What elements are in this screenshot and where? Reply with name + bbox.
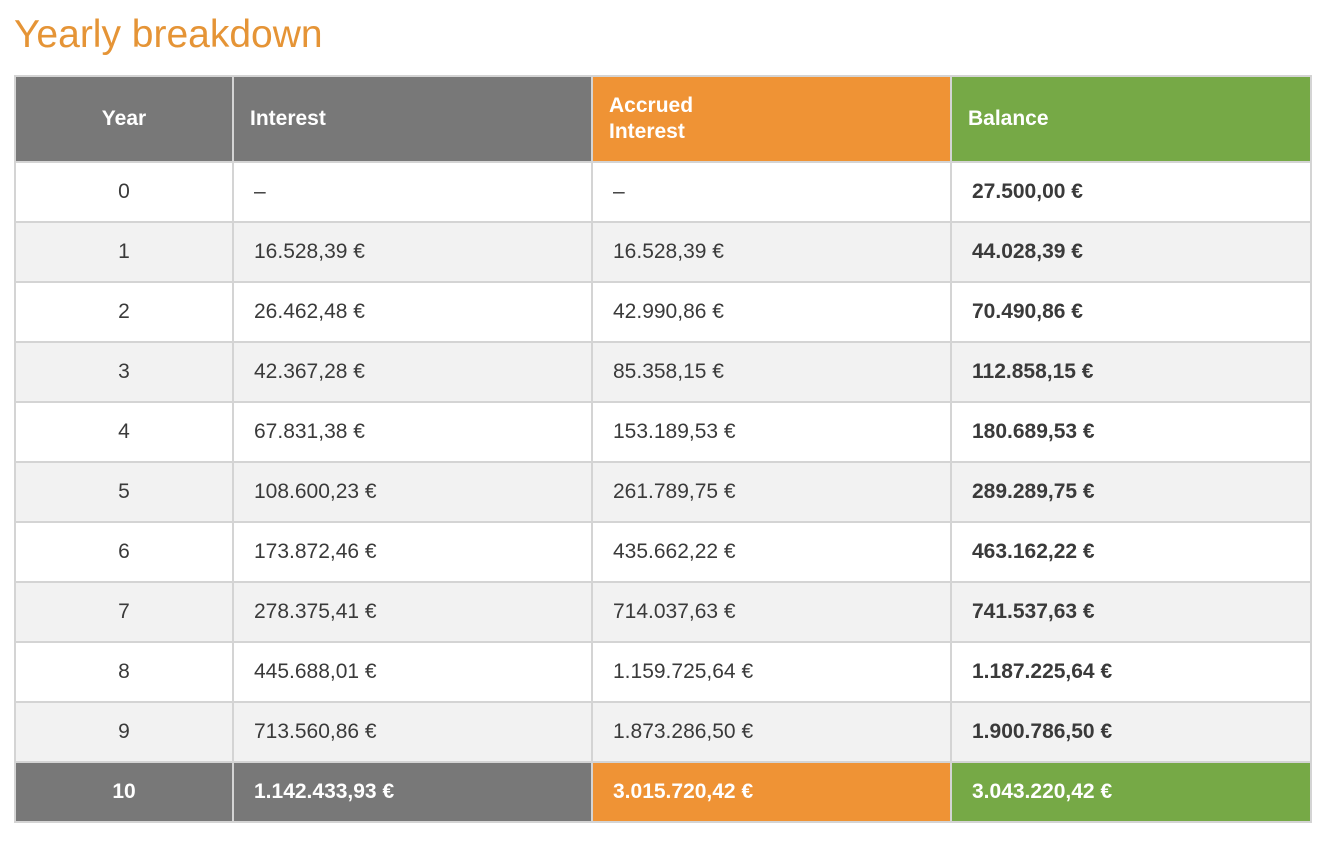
table-header-row: Year Interest Accrued Interest Balance — [14, 75, 1312, 163]
table-row: 8 445.688,01 €1.159.725,64 €1.187.225,64 … — [14, 641, 1312, 703]
table-row: 4 67.831,38 €153.189,53 €180.689,53 € — [14, 401, 1312, 463]
year-cell: 3 — [14, 341, 234, 403]
interest-cell: 445.688,01 € — [232, 641, 593, 703]
year-cell: 6 — [14, 521, 234, 583]
accrued-interest-cell: 261.789,75 € — [591, 461, 952, 523]
accrued-interest-cell: – — [591, 161, 952, 223]
accrued-interest-cell: 85.358,15 € — [591, 341, 952, 403]
balance-cell: 1.900.786,50 € — [950, 701, 1312, 763]
table-row: 9 713.560,86 €1.873.286,50 €1.900.786,50 … — [14, 701, 1312, 763]
accrued-interest-cell: 153.189,53 € — [591, 401, 952, 463]
page-title: Yearly breakdown — [14, 13, 323, 56]
year-cell: 0 — [14, 161, 234, 223]
interest-cell: 278.375,41 € — [232, 581, 593, 643]
yearly-breakdown-table: Year Interest Accrued Interest Balance 0… — [14, 75, 1312, 823]
year-cell: 8 — [14, 641, 234, 703]
accrued-interest-cell: 714.037,63 € — [591, 581, 952, 643]
year-cell: 5 — [14, 461, 234, 523]
year-cell: 4 — [14, 401, 234, 463]
balance-cell: 70.490,86 € — [950, 281, 1312, 343]
header-interest: Interest — [232, 75, 593, 163]
balance-cell: 112.858,15 € — [950, 341, 1312, 403]
header-year: Year — [14, 75, 234, 163]
table-row: 0– –27.500,00 € — [14, 161, 1312, 223]
balance-cell: 180.689,53 € — [950, 401, 1312, 463]
accrued-interest-cell: 42.990,86 € — [591, 281, 952, 343]
accrued-interest-cell: 435.662,22 € — [591, 521, 952, 583]
interest-cell: 26.462,48 € — [232, 281, 593, 343]
header-accrued-interest: Accrued Interest — [591, 75, 952, 163]
interest-cell: 108.600,23 € — [232, 461, 593, 523]
final-year-cell: 10 — [14, 761, 234, 823]
interest-cell: 42.367,28 € — [232, 341, 593, 403]
accrued-interest-cell: 1.873.286,50 € — [591, 701, 952, 763]
year-cell: 9 — [14, 701, 234, 763]
interest-cell: – — [232, 161, 593, 223]
balance-cell: 44.028,39 € — [950, 221, 1312, 283]
header-accrued-label: Accrued Interest — [609, 94, 694, 143]
table-row: 3 42.367,28 €85.358,15 €112.858,15 € — [14, 341, 1312, 403]
table-final-row: 10 1.142.433,93 € 3.015.720,42 € 3.043.2… — [14, 761, 1312, 823]
balance-cell: 463.162,22 € — [950, 521, 1312, 583]
header-balance: Balance — [950, 75, 1312, 163]
accrued-interest-cell: 16.528,39 € — [591, 221, 952, 283]
final-interest-cell: 1.142.433,93 € — [232, 761, 593, 823]
year-cell: 2 — [14, 281, 234, 343]
table-body: 0– –27.500,00 €1 16.528,39 €16.528,39 €44.… — [14, 161, 1312, 763]
table-row: 1 16.528,39 €16.528,39 €44.028,39 € — [14, 221, 1312, 283]
accrued-interest-cell: 1.159.725,64 € — [591, 641, 952, 703]
interest-cell: 16.528,39 € — [232, 221, 593, 283]
balance-cell: 1.187.225,64 € — [950, 641, 1312, 703]
table-row: 6 173.872,46 €435.662,22 €463.162,22 € — [14, 521, 1312, 583]
table-row: 7 278.375,41 €714.037,63 €741.537,63 € — [14, 581, 1312, 643]
interest-cell: 713.560,86 € — [232, 701, 593, 763]
balance-cell: 741.537,63 € — [950, 581, 1312, 643]
interest-cell: 173.872,46 € — [232, 521, 593, 583]
balance-cell: 289.289,75 € — [950, 461, 1312, 523]
year-cell: 1 — [14, 221, 234, 283]
year-cell: 7 — [14, 581, 234, 643]
final-accrued-cell: 3.015.720,42 € — [591, 761, 952, 823]
balance-cell: 27.500,00 € — [950, 161, 1312, 223]
interest-cell: 67.831,38 € — [232, 401, 593, 463]
table-row: 5 108.600,23 €261.789,75 €289.289,75 € — [14, 461, 1312, 523]
final-balance-cell: 3.043.220,42 € — [950, 761, 1312, 823]
table-row: 2 26.462,48 €42.990,86 €70.490,86 € — [14, 281, 1312, 343]
